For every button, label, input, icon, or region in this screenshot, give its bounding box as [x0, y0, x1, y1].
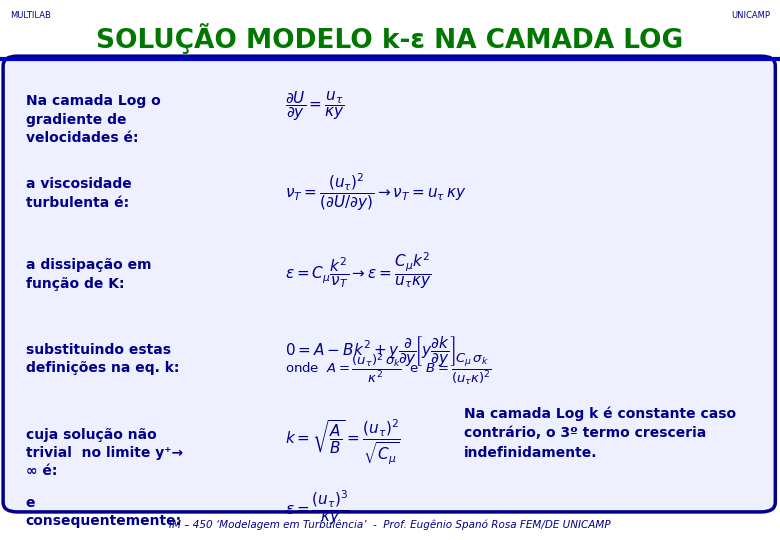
Text: $\varepsilon = \dfrac{(u_{\tau})^3}{\kappa y}$: $\varepsilon = \dfrac{(u_{\tau})^3}{\kap…: [285, 489, 349, 527]
Text: $\nu_T = \dfrac{(u_{\tau})^2}{(\partial U/\partial y)} \rightarrow \nu_T = u_{\t: $\nu_T = \dfrac{(u_{\tau})^2}{(\partial …: [285, 172, 466, 213]
Text: IM – 450 ‘Modelagem em Turbulência’  -  Prof. Eugênio Spanó Rosa FEM/DE UNICAMP: IM – 450 ‘Modelagem em Turbulência’ - Pr…: [169, 520, 611, 530]
Text: e
consequentemente:: e consequentemente:: [26, 496, 182, 528]
Text: substituindo estas
definições na eq. k:: substituindo estas definições na eq. k:: [26, 343, 179, 375]
Text: cuja solução não
trivial  no limite y⁺→
∞ é:: cuja solução não trivial no limite y⁺→ ∞…: [26, 428, 183, 478]
Text: onde  $A = \dfrac{(u_{\tau})^2\,\sigma_k}{\kappa^2}$  e  $B = \dfrac{C_{\mu}\,\s: onde $A = \dfrac{(u_{\tau})^2\,\sigma_k}…: [285, 352, 491, 388]
Text: $\varepsilon = C_{\mu}\dfrac{k^2}{\nu_T} \rightarrow \varepsilon = \dfrac{C_{\mu: $\varepsilon = C_{\mu}\dfrac{k^2}{\nu_T}…: [285, 251, 431, 292]
Text: $0 = A - Bk^2 + y\dfrac{\partial}{\partial y}\!\left[y\dfrac{\partial k}{\partia: $0 = A - Bk^2 + y\dfrac{\partial}{\parti…: [285, 334, 456, 368]
Text: a viscosidade
turbulenta é:: a viscosidade turbulenta é:: [26, 177, 132, 210]
Text: UNICAMP: UNICAMP: [731, 11, 770, 20]
Text: a dissipação em
função de K:: a dissipação em função de K:: [26, 258, 151, 291]
Text: $\dfrac{\partial U}{\partial y} = \dfrac{u_{\tau}}{\kappa y}$: $\dfrac{\partial U}{\partial y} = \dfrac…: [285, 89, 345, 123]
Text: SOLUÇÃO MODELO k-ε NA CAMADA LOG: SOLUÇÃO MODELO k-ε NA CAMADA LOG: [97, 23, 683, 53]
Text: MULTILAB: MULTILAB: [10, 11, 51, 20]
Text: Na camada Log k é constante caso
contrário, o 3º termo cresceria
indefinidamente: Na camada Log k é constante caso contrár…: [464, 406, 736, 460]
Text: $k = \sqrt{\dfrac{A}{B}} = \dfrac{(u_{\tau})^2}{\sqrt{C_{\mu}}}$: $k = \sqrt{\dfrac{A}{B}} = \dfrac{(u_{\t…: [285, 417, 400, 465]
Text: Na camada Log o
gradiente de
velocidades é:: Na camada Log o gradiente de velocidades…: [26, 94, 161, 145]
FancyBboxPatch shape: [3, 56, 775, 512]
